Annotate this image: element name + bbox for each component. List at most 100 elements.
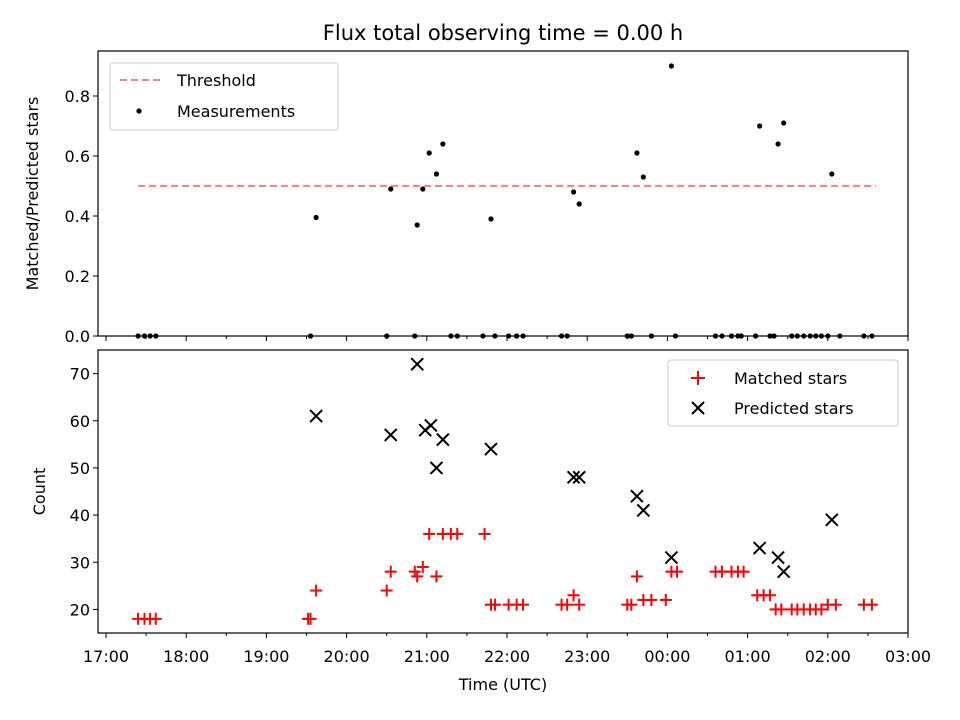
- bottom-axes-frame: [97, 349, 909, 634]
- matched-star-point: [775, 603, 788, 616]
- top-legend: Threshold Measurements: [109, 62, 339, 131]
- matched-star-point: [573, 598, 586, 611]
- bottom-x-tick-label: 03:00: [885, 647, 931, 666]
- legend-measurements-label: Measurements: [177, 102, 295, 121]
- matched-star-point: [430, 570, 443, 583]
- bottom-x-tick-label: 02:00: [805, 647, 851, 666]
- predicted-star-point: [776, 564, 791, 579]
- bottom-x-tick-label: 20:00: [324, 647, 370, 666]
- bottom-x-tick-label: 00:00: [644, 647, 690, 666]
- top-x-ticks: [105, 336, 909, 341]
- bottom-x-tick-label: 21:00: [404, 647, 450, 666]
- matched-star-point: [310, 584, 323, 597]
- top-y-axis-label: Matched/Predicted stars: [23, 97, 42, 291]
- bottom-plot-marks: [132, 357, 878, 625]
- bottom-y-ticks: 20 30 40 50 60 70: [70, 365, 98, 619]
- matched-star-point: [384, 565, 397, 578]
- measurement-point: [576, 201, 582, 207]
- matched-star-point: [380, 584, 393, 597]
- bottom-panel: 20 30 40 50 60 70 17:00 18:00 19:00 20:00 21:00 22…: [30, 349, 931, 694]
- bottom-legend: Matched stars Predicted stars: [667, 359, 899, 427]
- predicted-star-point: [752, 541, 767, 555]
- matched-star-point: [423, 527, 436, 540]
- measurement-point: [634, 150, 640, 156]
- matched-star-point: [865, 598, 878, 611]
- top-y-tick-label: 0.4: [65, 207, 90, 226]
- predicted-star-point: [825, 513, 839, 527]
- legend-matched-label: Matched stars: [734, 369, 847, 388]
- top-panel: 0.00.20.40.60.8 Matched/Predicted stars …: [23, 50, 909, 346]
- measurement-point: [829, 171, 835, 177]
- top-y-tick-label: 0.2: [65, 267, 90, 286]
- bottom-y-tick-label: 40: [70, 506, 90, 525]
- matched-star-point: [478, 527, 491, 540]
- predicted-star-point: [410, 357, 424, 371]
- matched-star-point: [304, 612, 317, 625]
- measurement-point: [426, 150, 432, 156]
- matched-star-point: [517, 598, 530, 611]
- matched-star-point: [149, 612, 162, 625]
- bottom-x-tick-label: 18:00: [163, 647, 209, 666]
- measurement-point: [488, 216, 494, 222]
- matched-star-point: [764, 589, 777, 602]
- measurement-point: [440, 141, 446, 147]
- matched-star-point: [416, 560, 429, 573]
- measurement-point: [757, 123, 763, 129]
- matched-star-point: [451, 527, 464, 540]
- matched-star-point: [829, 598, 842, 611]
- predicted-star-point: [664, 550, 679, 565]
- measurement-point: [640, 174, 646, 180]
- matched-star-point: [561, 598, 574, 611]
- bottom-x-ticks: 17:00 18:00 19:00 20:00 21:00 22:00 23:00 00:00…: [83, 633, 931, 666]
- bottom-x-tick-label: 22:00: [484, 647, 530, 666]
- measurement-point: [388, 186, 394, 192]
- top-y-ticks: 0.0 0.2 0.4 0.6 0.8: [65, 87, 98, 346]
- matched-star-point: [659, 593, 672, 606]
- bottom-legend-box: [667, 359, 899, 427]
- matched-star-point: [645, 593, 658, 606]
- legend-predicted-swatch: [691, 401, 705, 415]
- top-legend-box: [109, 62, 339, 131]
- bottom-y-axis-label: Count: [30, 468, 49, 516]
- predicted-star-point: [636, 503, 651, 518]
- bottom-y-tick-label: 50: [70, 459, 90, 478]
- predicted-star-point: [572, 470, 586, 485]
- matched-star-point: [671, 565, 684, 578]
- top-axes-frame: [97, 50, 909, 337]
- legend-measurements-swatch: [136, 108, 142, 114]
- predicted-star-point: [429, 461, 444, 475]
- bottom-x-tick-label: 19:00: [243, 647, 289, 666]
- x-axis-label: Time (UTC): [458, 675, 547, 694]
- bottom-x-tick-label: 01:00: [725, 647, 771, 666]
- matched-star-point: [488, 598, 501, 611]
- legend-threshold-label: Threshold: [176, 71, 256, 90]
- matched-star-point: [815, 603, 828, 616]
- bottom-y-tick-label: 30: [70, 553, 90, 572]
- bottom-x-tick-label: 17:00: [83, 647, 129, 666]
- predicted-star-point: [484, 442, 498, 456]
- top-y-tick-label: 0.8: [65, 87, 90, 106]
- matched-star-point: [630, 570, 643, 583]
- measurement-point: [313, 214, 319, 221]
- predicted-star-point: [630, 489, 644, 503]
- predicted-star-point: [384, 428, 398, 442]
- matched-star-point: [625, 598, 638, 611]
- chart-title: Flux total observing time = 0.00 h: [323, 21, 683, 45]
- predicted-star-point: [566, 470, 581, 485]
- matched-star-point: [411, 570, 424, 583]
- matched-star-point: [567, 589, 580, 602]
- matched-star-point: [737, 565, 750, 578]
- bottom-y-tick-label: 70: [70, 365, 90, 384]
- bottom-y-tick-label: 20: [70, 600, 90, 619]
- bottom-y-tick-label: 60: [70, 412, 90, 431]
- top-y-tick-label: 0.6: [65, 147, 90, 166]
- measurement-point: [414, 222, 420, 228]
- top-y-tick-label: 0.0: [65, 327, 90, 346]
- bottom-x-tick-label: 23:00: [564, 647, 610, 666]
- measurement-point: [668, 63, 675, 69]
- measurement-point: [781, 120, 787, 126]
- measurement-point: [420, 186, 426, 192]
- predicted-star-point: [771, 550, 785, 565]
- predicted-star-point: [424, 418, 438, 433]
